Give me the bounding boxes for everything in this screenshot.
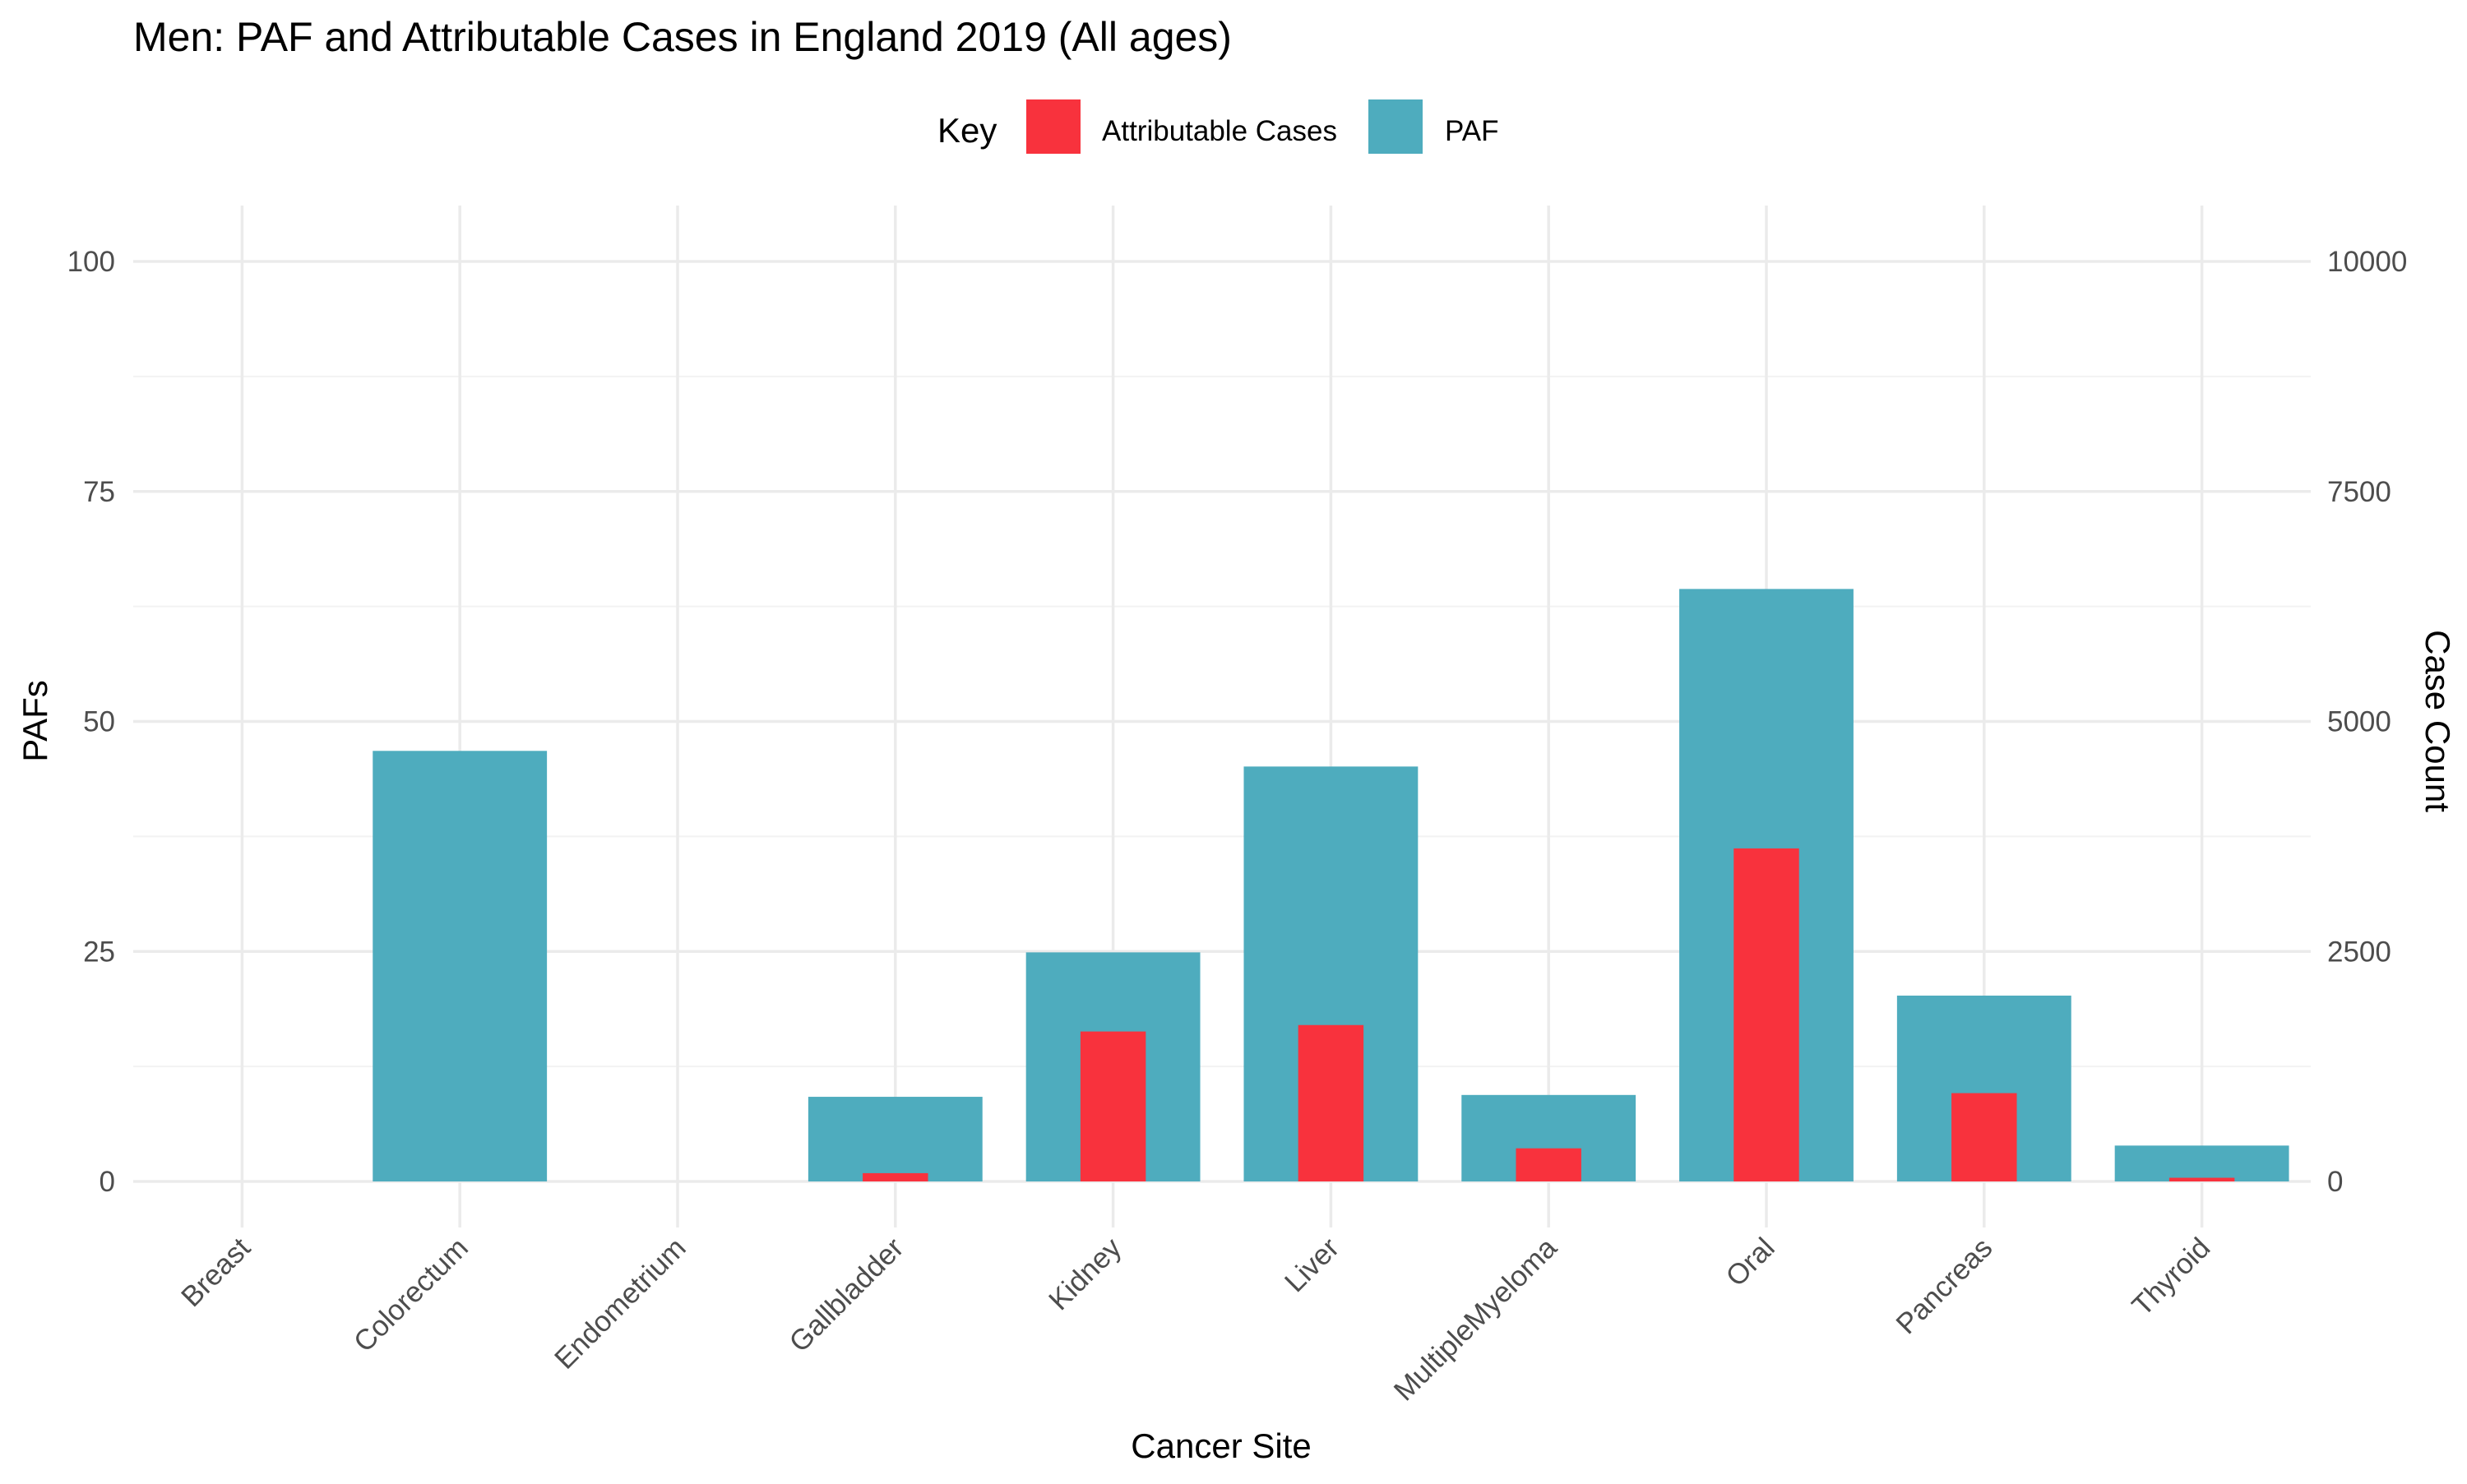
y-tick-label: 75	[83, 476, 115, 508]
case-bar-liver	[1298, 1024, 1364, 1181]
x-tick-label: Breast	[175, 1232, 257, 1313]
right-axis-ticks: 0 2500 5000 7500 10000	[2327, 246, 2407, 1198]
x-tick-label: Kidney	[1043, 1232, 1128, 1317]
legend-label-attributable-cases: Attributable Cases	[1102, 115, 1337, 147]
x-axis-title: Cancer Site	[1131, 1426, 1311, 1465]
chart-title: Men: PAF and Attributable Cases in Engla…	[133, 14, 1232, 60]
x-tick-label: Gallbladder	[783, 1232, 910, 1358]
x-tick-label: Liver	[1279, 1232, 1345, 1298]
y2-tick-label: 5000	[2327, 706, 2391, 738]
x-tick-label: Thyroid	[2126, 1232, 2216, 1322]
case-bar-multiplemyeloma	[1516, 1148, 1581, 1181]
case-bar-kidney	[1080, 1031, 1146, 1181]
y-axis-title: PAFs	[16, 680, 54, 762]
legend: Key Attributable Cases PAF	[937, 99, 1498, 154]
legend-label-paf: PAF	[1445, 115, 1498, 147]
x-tick-label: Endometrium	[548, 1232, 692, 1375]
y-tick-label: 100	[67, 246, 115, 278]
legend-swatch-paf	[1368, 99, 1423, 154]
y2-tick-label: 2500	[2327, 936, 2391, 968]
y-tick-label: 25	[83, 936, 115, 968]
left-axis-ticks: 0 25 50 75 100	[67, 246, 115, 1198]
case-bar-thyroid	[2168, 1177, 2235, 1181]
paf-bar-gallbladder	[808, 1097, 983, 1181]
y-tick-label: 50	[83, 706, 115, 738]
x-tick-label: MultipleMyeloma	[1388, 1232, 1564, 1408]
paf-bar-thyroid	[2114, 1145, 2289, 1181]
x-axis-ticks: Breast Colorectum Endometrium Gallbladder Ki…	[175, 1232, 2216, 1408]
paf-bar-colorectum	[373, 751, 548, 1181]
legend-title: Key	[937, 111, 997, 150]
case-bar-pancreas	[1951, 1093, 2017, 1181]
case-bar-gallbladder	[863, 1172, 928, 1181]
y2-tick-label: 0	[2327, 1166, 2343, 1198]
y2-tick-label: 7500	[2327, 476, 2391, 508]
case-bar-oral	[1733, 848, 1799, 1181]
legend-swatch-attributable-cases	[1026, 99, 1081, 154]
x-tick-label: Colorectum	[348, 1232, 474, 1358]
x-tick-label: Oral	[1719, 1232, 1780, 1292]
attributable-case-bars	[863, 848, 2235, 1181]
y-tick-label: 0	[100, 1166, 115, 1198]
y2-axis-title: Case Count	[2418, 630, 2457, 812]
y2-tick-label: 10000	[2327, 246, 2407, 278]
x-tick-label: Pancreas	[1890, 1232, 1998, 1340]
